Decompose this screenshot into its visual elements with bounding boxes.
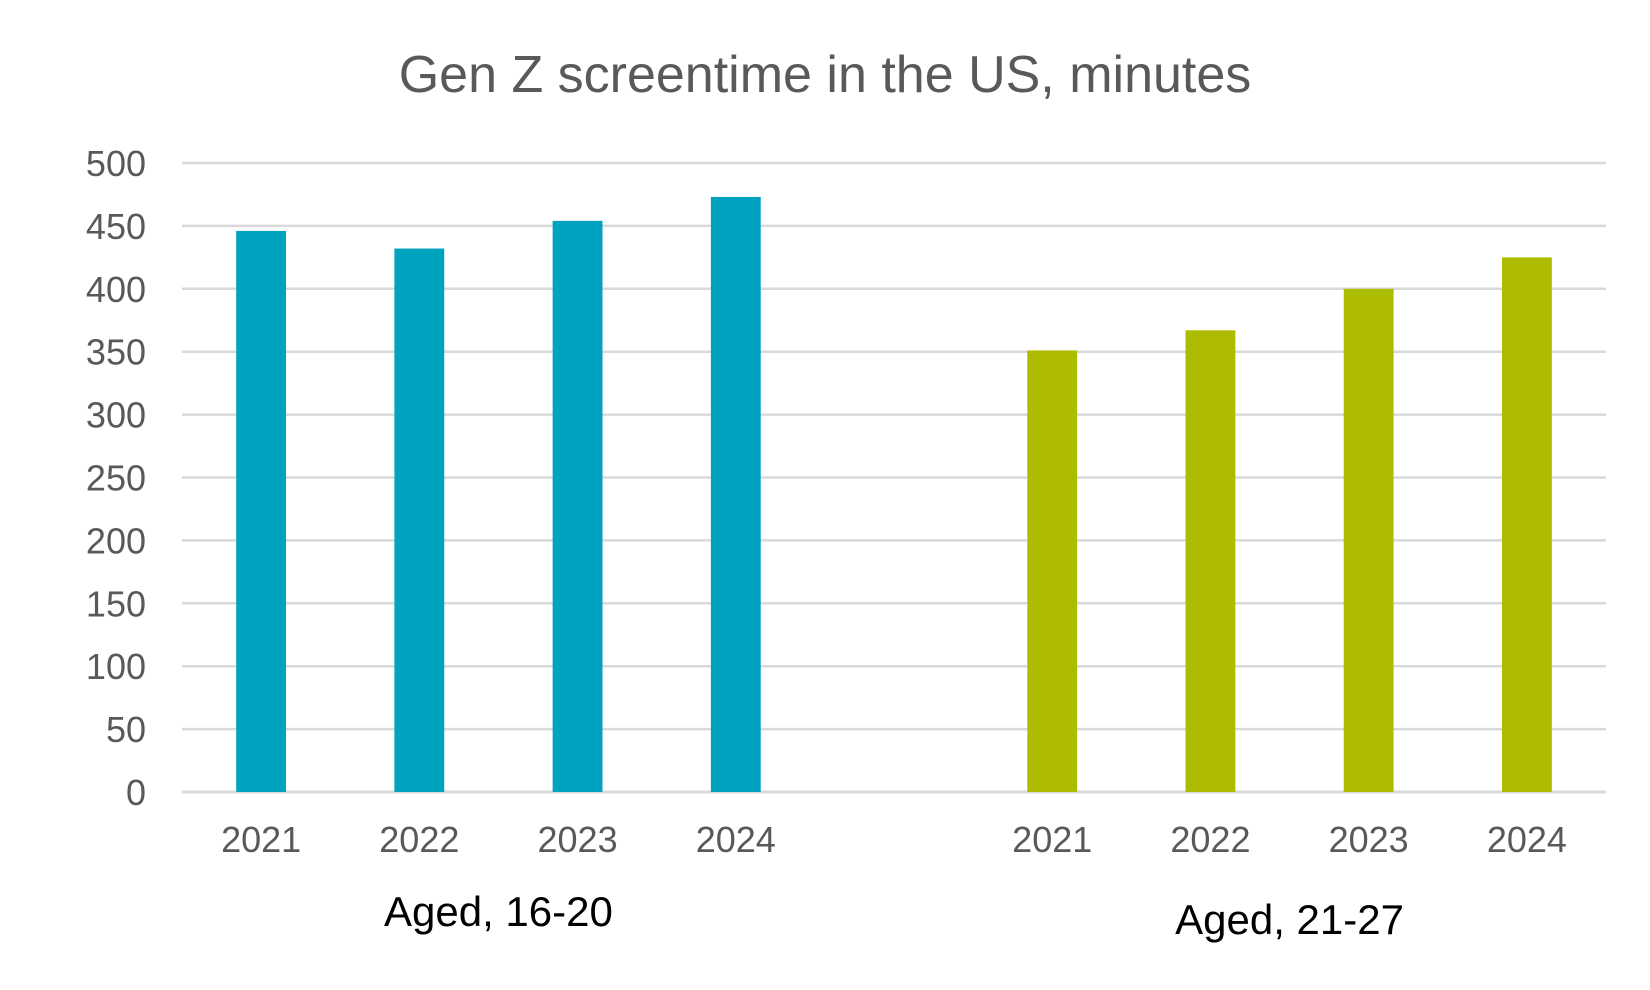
group-label: Aged, 21-27 bbox=[1175, 896, 1404, 943]
y-tick-label: 200 bbox=[86, 520, 146, 561]
bar-21-27-2022 bbox=[1185, 330, 1236, 792]
bars bbox=[236, 196, 1552, 793]
x-axis-tick-labels: 2021 2022 2023 2024 2021 2022 2023 2024 bbox=[221, 819, 1567, 860]
x-tick-label: 2022 bbox=[379, 819, 459, 860]
x-tick-label: 2023 bbox=[1329, 819, 1409, 860]
y-tick-label: 500 bbox=[86, 143, 146, 184]
y-tick-label: 400 bbox=[86, 269, 146, 310]
x-tick-label: 2024 bbox=[696, 819, 776, 860]
y-tick-label: 50 bbox=[106, 709, 146, 750]
bar-21-27-2021 bbox=[1027, 350, 1078, 792]
group-label: Aged, 16-20 bbox=[384, 888, 613, 935]
y-tick-label: 0 bbox=[126, 772, 146, 813]
chart-title: Gen Z screentime in the US, minutes bbox=[399, 46, 1252, 104]
y-tick-label: 350 bbox=[86, 332, 146, 373]
bar-16-20-2022 bbox=[394, 248, 445, 792]
bar-21-27-2024 bbox=[1501, 257, 1552, 793]
bar-16-20-2024 bbox=[710, 196, 761, 792]
y-tick-label: 450 bbox=[86, 206, 146, 247]
bar-16-20-2021 bbox=[236, 230, 287, 792]
bar-21-27-2023 bbox=[1343, 288, 1394, 792]
x-tick-label: 2022 bbox=[1170, 819, 1250, 860]
x-tick-label: 2021 bbox=[1012, 819, 1092, 860]
group-labels: Aged, 16-20 Aged, 21-27 bbox=[384, 888, 1404, 943]
y-axis-tick-labels: 0 50 100 150 200 250 300 350 400 450 500 bbox=[86, 143, 146, 813]
y-tick-label: 300 bbox=[86, 395, 146, 436]
x-tick-label: 2023 bbox=[538, 819, 618, 860]
x-tick-label: 2021 bbox=[221, 819, 301, 860]
y-tick-label: 100 bbox=[86, 646, 146, 687]
y-tick-label: 150 bbox=[86, 583, 146, 624]
x-tick-label: 2024 bbox=[1487, 819, 1567, 860]
bar-16-20-2023 bbox=[552, 220, 603, 793]
y-tick-label: 250 bbox=[86, 458, 146, 499]
